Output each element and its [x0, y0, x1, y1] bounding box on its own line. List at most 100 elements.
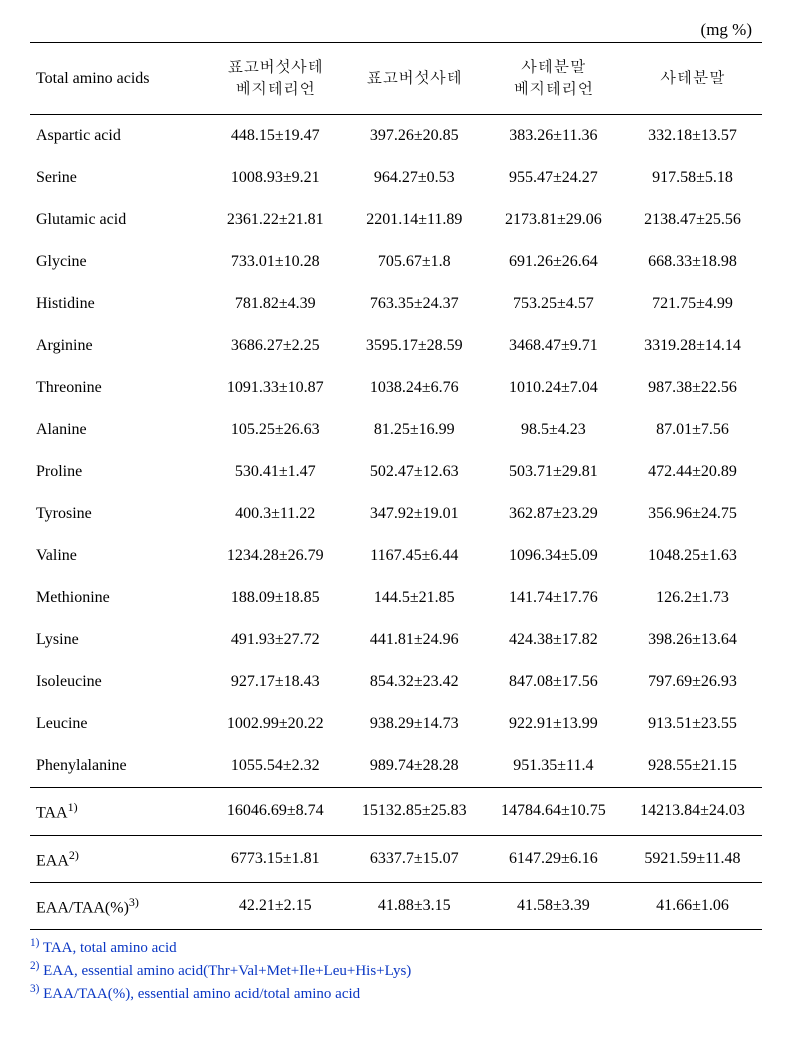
- cell-value: 763.35±24.37: [345, 283, 484, 325]
- footnote: 2) EAA, essential amino acid(Thr+Val+Met…: [30, 959, 762, 982]
- cell-value: 502.47±12.63: [345, 451, 484, 493]
- cell-value: 955.47±24.27: [484, 157, 623, 199]
- table-row: Serine1008.93±9.21964.27±0.53955.47±24.2…: [30, 157, 762, 199]
- cell-value: 733.01±10.28: [206, 241, 345, 283]
- table-row: Glycine733.01±10.28705.67±1.8691.26±26.6…: [30, 241, 762, 283]
- cell-value: 397.26±20.85: [345, 115, 484, 158]
- cell-value: 1096.34±5.09: [484, 535, 623, 577]
- col-2: 표고버섯사테: [345, 43, 484, 115]
- cell-value: 87.01±7.56: [623, 409, 762, 451]
- cell-value: 362.87±23.29: [484, 493, 623, 535]
- amino-acid-table: Total amino acids 표고버섯사테 베지테리언 표고버섯사테 사테…: [30, 42, 762, 930]
- col-1-line1: 표고버섯사테: [227, 59, 323, 76]
- cell-value: 41.88±3.15: [345, 882, 484, 929]
- cell-value: 105.25±26.63: [206, 409, 345, 451]
- cell-value: 781.82±4.39: [206, 283, 345, 325]
- cell-value: 753.25±4.57: [484, 283, 623, 325]
- cell-value: 16046.69±8.74: [206, 788, 345, 835]
- cell-value: 927.17±18.43: [206, 661, 345, 703]
- row-name: Isoleucine: [30, 661, 206, 703]
- table-row: Lysine491.93±27.72441.81±24.96424.38±17.…: [30, 619, 762, 661]
- unit-label: (mg %): [30, 20, 762, 40]
- cell-value: 144.5±21.85: [345, 577, 484, 619]
- cell-value: 6147.29±6.16: [484, 835, 623, 882]
- cell-value: 989.74±28.28: [345, 745, 484, 788]
- cell-value: 917.58±5.18: [623, 157, 762, 199]
- col-4: 사테분말: [623, 43, 762, 115]
- cell-value: 2138.47±25.56: [623, 199, 762, 241]
- footnote: 1) TAA, total amino acid: [30, 936, 762, 959]
- table-row: Valine1234.28±26.791167.45±6.441096.34±5…: [30, 535, 762, 577]
- cell-value: 398.26±13.64: [623, 619, 762, 661]
- row-name: Tyrosine: [30, 493, 206, 535]
- cell-value: 356.96±24.75: [623, 493, 762, 535]
- cell-value: 1048.25±1.63: [623, 535, 762, 577]
- row-name: Proline: [30, 451, 206, 493]
- cell-value: 1167.45±6.44: [345, 535, 484, 577]
- col-label: Total amino acids: [30, 43, 206, 115]
- cell-value: 2361.22±21.81: [206, 199, 345, 241]
- cell-value: 705.67±1.8: [345, 241, 484, 283]
- cell-value: 913.51±23.55: [623, 703, 762, 745]
- cell-value: 503.71±29.81: [484, 451, 623, 493]
- cell-value: 1091.33±10.87: [206, 367, 345, 409]
- cell-value: 922.91±13.99: [484, 703, 623, 745]
- col-3-line1: 사테분말: [521, 59, 585, 76]
- row-name: Aspartic acid: [30, 115, 206, 158]
- summary-row: EAA2)6773.15±1.816337.7±15.076147.29±6.1…: [30, 835, 762, 882]
- cell-value: 188.09±18.85: [206, 577, 345, 619]
- footnotes: 1) TAA, total amino acid2) EAA, essentia…: [30, 936, 762, 1005]
- row-name: Lysine: [30, 619, 206, 661]
- row-name: Phenylalanine: [30, 745, 206, 788]
- table-row: Leucine1002.99±20.22938.29±14.73922.91±1…: [30, 703, 762, 745]
- cell-value: 530.41±1.47: [206, 451, 345, 493]
- cell-value: 472.44±20.89: [623, 451, 762, 493]
- cell-value: 797.69±26.93: [623, 661, 762, 703]
- cell-value: 1008.93±9.21: [206, 157, 345, 199]
- cell-value: 2173.81±29.06: [484, 199, 623, 241]
- cell-value: 14784.64±10.75: [484, 788, 623, 835]
- cell-value: 1234.28±26.79: [206, 535, 345, 577]
- cell-value: 347.92±19.01: [345, 493, 484, 535]
- cell-value: 951.35±11.4: [484, 745, 623, 788]
- cell-value: 1055.54±2.32: [206, 745, 345, 788]
- summary-name: TAA1): [30, 788, 206, 835]
- cell-value: 668.33±18.98: [623, 241, 762, 283]
- cell-value: 14213.84±24.03: [623, 788, 762, 835]
- table-row: Histidine781.82±4.39763.35±24.37753.25±4…: [30, 283, 762, 325]
- cell-value: 928.55±21.15: [623, 745, 762, 788]
- cell-value: 332.18±13.57: [623, 115, 762, 158]
- cell-value: 98.5±4.23: [484, 409, 623, 451]
- cell-value: 126.2±1.73: [623, 577, 762, 619]
- row-name: Glycine: [30, 241, 206, 283]
- table-row: Glutamic acid2361.22±21.812201.14±11.892…: [30, 199, 762, 241]
- row-name: Arginine: [30, 325, 206, 367]
- table-row: Methionine188.09±18.85144.5±21.85141.74±…: [30, 577, 762, 619]
- cell-value: 964.27±0.53: [345, 157, 484, 199]
- row-name: Valine: [30, 535, 206, 577]
- table-row: Tyrosine400.3±11.22347.92±19.01362.87±23…: [30, 493, 762, 535]
- cell-value: 6773.15±1.81: [206, 835, 345, 882]
- cell-value: 424.38±17.82: [484, 619, 623, 661]
- cell-value: 15132.85±25.83: [345, 788, 484, 835]
- cell-value: 854.32±23.42: [345, 661, 484, 703]
- col-1: 표고버섯사테 베지테리언: [206, 43, 345, 115]
- cell-value: 3468.47±9.71: [484, 325, 623, 367]
- row-name: Methionine: [30, 577, 206, 619]
- cell-value: 1038.24±6.76: [345, 367, 484, 409]
- cell-value: 721.75±4.99: [623, 283, 762, 325]
- cell-value: 41.58±3.39: [484, 882, 623, 929]
- col-3-line2: 베지테리언: [513, 81, 593, 98]
- table-header-row: Total amino acids 표고버섯사테 베지테리언 표고버섯사테 사테…: [30, 43, 762, 115]
- cell-value: 81.25±16.99: [345, 409, 484, 451]
- cell-value: 41.66±1.06: [623, 882, 762, 929]
- row-name: Serine: [30, 157, 206, 199]
- cell-value: 441.81±24.96: [345, 619, 484, 661]
- row-name: Leucine: [30, 703, 206, 745]
- footnote: 3) EAA/TAA(%), essential amino acid/tota…: [30, 982, 762, 1005]
- cell-value: 1010.24±7.04: [484, 367, 623, 409]
- row-name: Alanine: [30, 409, 206, 451]
- table-row: Threonine1091.33±10.871038.24±6.761010.2…: [30, 367, 762, 409]
- cell-value: 6337.7±15.07: [345, 835, 484, 882]
- table-row: Alanine105.25±26.6381.25±16.9998.5±4.238…: [30, 409, 762, 451]
